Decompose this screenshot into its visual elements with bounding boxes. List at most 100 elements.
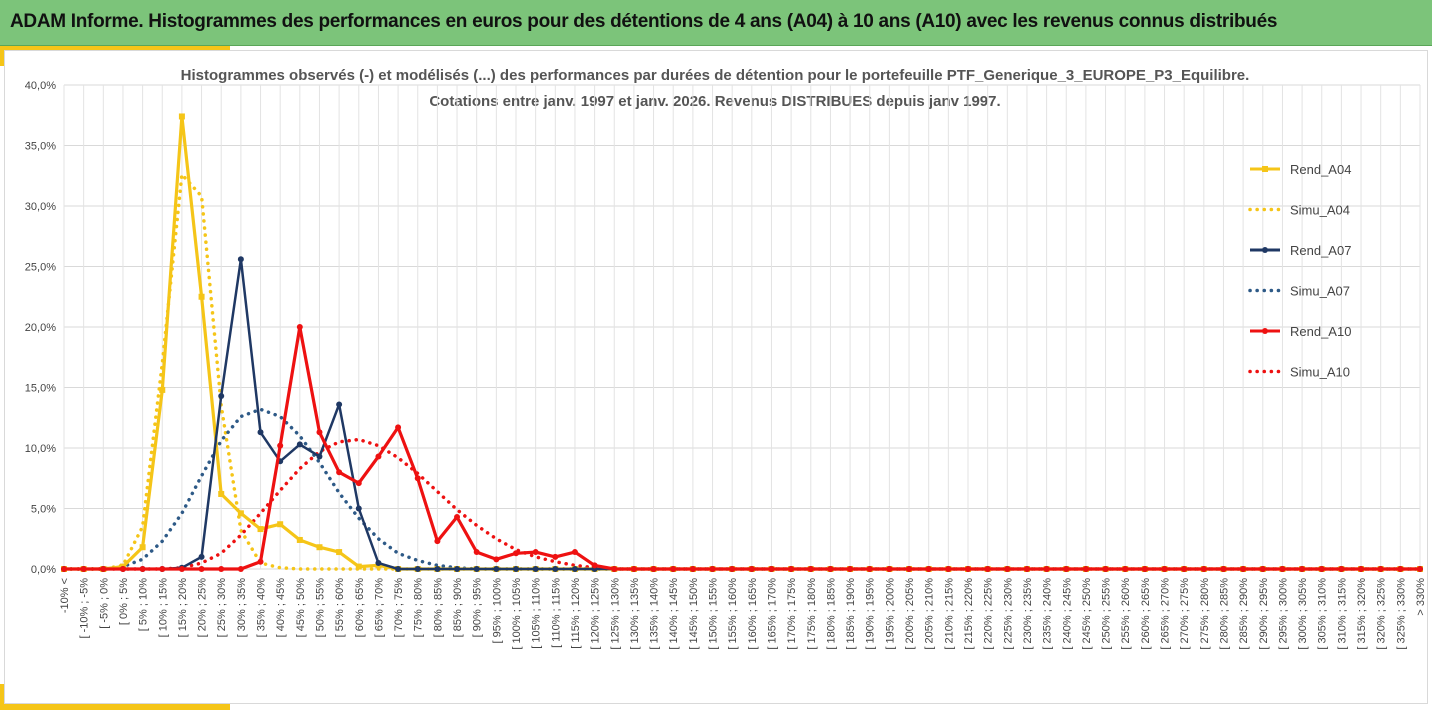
data-point	[395, 566, 402, 572]
series-simu_a10	[62, 437, 1422, 571]
data-point	[277, 521, 284, 528]
x-tick-label: [ 325% ; 330%	[1395, 578, 1407, 650]
series-line	[62, 172, 1422, 571]
x-tick-label: [ 305% ; 310%	[1317, 578, 1329, 650]
data-point	[1141, 566, 1148, 572]
x-tick-label: [ 285% ; 290%	[1238, 578, 1250, 650]
data-point	[729, 566, 736, 572]
data-point	[454, 513, 461, 520]
y-tick-label: 5,0%	[31, 504, 56, 516]
x-tick-label: [ 15% ; 20%	[177, 578, 189, 638]
x-tick-label: [ 60% ; 65%	[354, 578, 366, 638]
x-tick-label: [ 45% ; 50%	[295, 578, 307, 638]
data-point	[866, 566, 873, 572]
x-tick-label: [ 165% ; 170%	[766, 578, 778, 650]
x-tick-label: [ 225% ; 230%	[1002, 578, 1014, 650]
data-point	[532, 566, 539, 572]
series-line	[62, 437, 1422, 571]
data-point	[1299, 566, 1306, 572]
data-point	[473, 549, 480, 556]
x-tick-label: [ 65% ; 70%	[373, 578, 385, 638]
x-tick-label: [ 20% ; 25%	[197, 578, 209, 638]
x-tick-label: [ 300% ; 305%	[1297, 578, 1309, 650]
data-point	[1279, 566, 1286, 572]
data-point	[198, 566, 205, 572]
data-point	[198, 553, 205, 560]
data-point	[630, 566, 637, 572]
data-point	[414, 475, 421, 482]
chart-title-line-2: Cotations entre janv. 1997 et janv. 2026…	[429, 93, 1000, 110]
data-point	[513, 566, 519, 572]
x-tick-label: [ 175% ; 180%	[806, 578, 818, 650]
x-tick-label: [ 50% ; 55%	[314, 578, 326, 638]
data-point	[1043, 566, 1050, 572]
legend-label: Simu_A04	[1290, 203, 1350, 218]
x-tick-label: [ 80% ; 85%	[432, 578, 444, 638]
data-point	[1200, 566, 1207, 572]
x-tick-label: [ 270% ; 275%	[1179, 578, 1191, 650]
x-tick-label: [ 145% ; 150%	[688, 578, 700, 650]
data-point	[945, 566, 952, 572]
series-line	[62, 407, 1422, 571]
x-tick-label: [ 205% ; 210%	[924, 578, 936, 650]
data-point	[493, 556, 500, 563]
data-point	[847, 566, 854, 572]
data-point	[807, 566, 814, 572]
data-point	[906, 566, 913, 572]
report-banner: ADAM Informe. Histogrammes des performan…	[0, 0, 1432, 46]
legend-item-simu_a04: Simu_A04	[1248, 203, 1350, 218]
x-tick-label: [ 250% ; 255%	[1101, 578, 1113, 650]
data-point	[237, 256, 244, 263]
data-point	[414, 566, 421, 572]
data-point	[611, 566, 618, 572]
series-simu_a07	[62, 407, 1422, 571]
data-point	[119, 566, 126, 572]
data-point	[336, 401, 343, 408]
legend-item-rend_a10: Rend_A10	[1250, 324, 1351, 339]
data-point	[965, 566, 971, 572]
x-tick-label: [ 35% ; 40%	[256, 578, 268, 638]
data-point	[178, 113, 185, 120]
data-point	[827, 566, 834, 572]
data-point	[1082, 566, 1089, 572]
data-point	[237, 510, 244, 517]
accent-bar-left	[0, 46, 4, 66]
data-point	[434, 566, 441, 572]
data-point	[198, 293, 205, 300]
accent-bar-bottom	[0, 704, 230, 710]
legend-marker	[1262, 166, 1268, 172]
legend-item-simu_a10: Simu_A10	[1248, 365, 1350, 380]
data-point	[591, 562, 598, 569]
data-point	[1417, 566, 1423, 572]
x-tick-label: [ 10% ; 15%	[157, 578, 169, 638]
x-tick-label: [ 120% ; 125%	[590, 578, 602, 650]
data-point	[355, 563, 362, 570]
data-point	[316, 544, 323, 551]
x-tick-label: [ 290% ; 295%	[1258, 578, 1270, 650]
data-point	[709, 566, 716, 572]
chart-frame	[4, 50, 1428, 704]
data-point	[159, 386, 166, 393]
x-tick-label: [ 5% ; 10%	[138, 578, 150, 631]
x-tick-label: [ 130% ; 135%	[629, 578, 641, 650]
x-tick-label: [ -5% ; 0%	[98, 578, 110, 629]
data-point	[80, 566, 87, 572]
x-tick-label: [ 125% ; 130%	[609, 578, 621, 650]
data-point	[552, 553, 559, 560]
x-tick-label: [ 195% ; 200%	[884, 578, 896, 650]
x-tick-label: [ 275% ; 280%	[1199, 578, 1211, 650]
data-point	[984, 566, 991, 572]
x-tick-label: [ 0% ; 5%	[118, 578, 130, 625]
x-tick-label: [ 280% ; 285%	[1218, 578, 1230, 650]
y-tick-label: 30,0%	[25, 201, 56, 213]
series-simu_a04	[62, 172, 1422, 571]
x-tick-label: [ 30% ; 35%	[236, 578, 248, 638]
x-tick-label: [ 320% ; 325%	[1376, 578, 1388, 650]
x-tick-label: [ 25% ; 30%	[216, 578, 228, 638]
data-point	[296, 441, 303, 448]
legend-label: Rend_A10	[1290, 324, 1351, 339]
data-point	[1377, 566, 1384, 572]
y-axis-ticks: 0,0% 5,0% 10,0% 15,0% 20,0% 25,0% 30,0% 35,0% 40…	[25, 80, 56, 576]
data-point	[237, 566, 244, 572]
